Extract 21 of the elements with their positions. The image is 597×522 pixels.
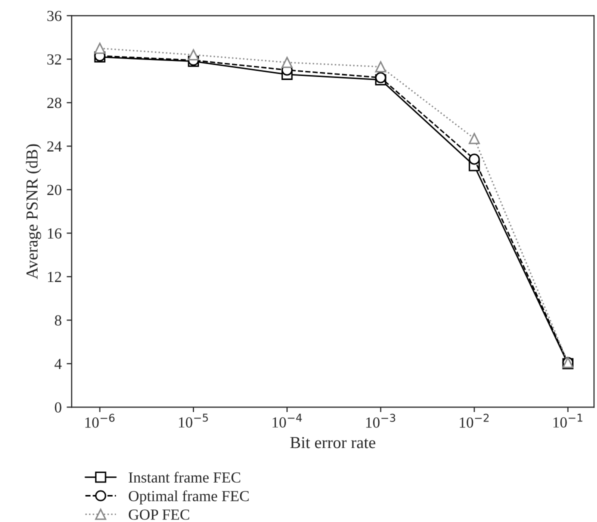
x-tick-label: 10$^{−5}$ <box>178 414 208 428</box>
legend-label: Instant frame FEC <box>128 472 240 483</box>
y-tick-label: 24 <box>47 141 62 152</box>
x-tick-label: 10$^{−2}$ <box>460 414 489 428</box>
y-tick-label: 20 <box>47 184 62 196</box>
y-tick-label: 0 <box>54 402 62 413</box>
y-tick-label: 32 <box>47 54 62 65</box>
y-tick-label: 8 <box>54 315 62 326</box>
x-tick-label: 10$^{−3}$ <box>366 414 396 428</box>
y-tick-label: 12 <box>48 272 62 282</box>
x-tick-label: 10$^{−4}$ <box>272 414 302 428</box>
y-tick-label: 28 <box>47 98 62 108</box>
y-tick-label: 16 <box>48 228 62 239</box>
legend-label: Optimal frame FEC <box>128 490 249 504</box>
legend-label: GOP FEC <box>128 510 190 520</box>
y-axis-title: Average PSNR (dB) <box>26 144 42 280</box>
x-tick-label: 10$^{−1}$ <box>553 414 582 428</box>
x-axis-title: Bit error rate <box>290 437 376 448</box>
y-tick-label: 4 <box>54 358 62 369</box>
x-tick-label: 10$^{−6}$ <box>85 414 115 428</box>
y-tick-label: 36 <box>47 10 62 22</box>
